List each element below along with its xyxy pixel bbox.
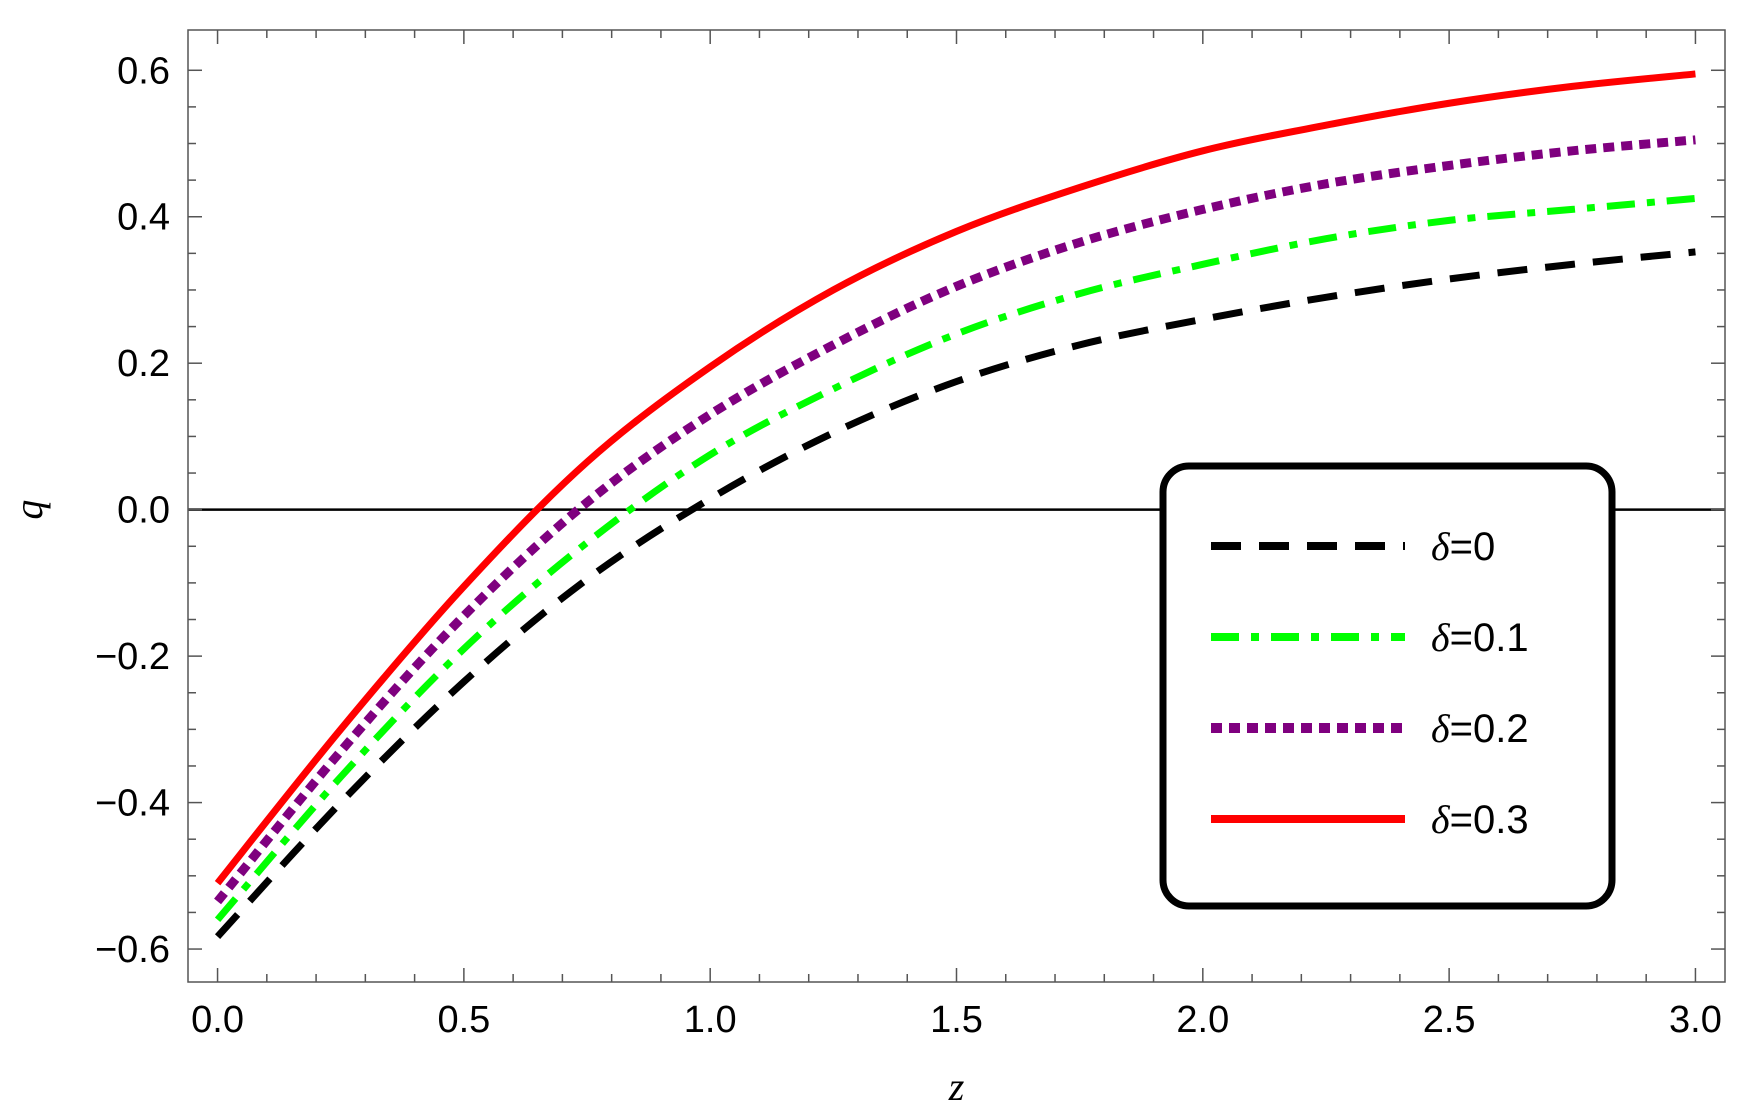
delta-symbol: δ: [1431, 706, 1451, 751]
x-tick-label: 0.5: [437, 999, 490, 1041]
series-line-3: [214, 70, 1696, 886]
legend-box: [1159, 462, 1616, 910]
y-axis-title: q: [6, 500, 51, 520]
axis-titles: z q: [6, 500, 965, 1109]
legend-label-1: δ=0.1: [1431, 615, 1529, 660]
legend-label-2: δ=0.2: [1431, 706, 1529, 751]
x-tick-label: 3.0: [1669, 999, 1722, 1041]
series-line-1: [214, 194, 1696, 923]
y-tick-label: 0.6: [117, 50, 170, 92]
legend-label-0: δ=0: [1431, 524, 1495, 569]
y-tick-label: −0.4: [95, 783, 170, 825]
x-axis-title: z: [948, 1064, 965, 1109]
axis-ticks: 0.0 0.5 1.0 1.5 2.0 2.5 3.0 −0.6 −0.4 −0.2 0.0 0.2 0…: [95, 30, 1725, 1041]
legend-value: =0.3: [1450, 798, 1529, 842]
delta-symbol: δ: [1431, 615, 1451, 660]
y-tick-label: −0.6: [95, 929, 170, 971]
legend-value: =0: [1450, 525, 1496, 569]
series-line-0: [214, 248, 1696, 939]
x-tick-label: 2.5: [1423, 999, 1476, 1041]
x-tick-label: 0.0: [191, 999, 244, 1041]
x-tick-label: 2.0: [1176, 999, 1229, 1041]
y-tick-label: −0.2: [95, 636, 170, 678]
x-tick-label: 1.0: [684, 999, 737, 1041]
legend-value: =0.2: [1450, 707, 1529, 751]
y-tick-label: 0.0: [117, 490, 170, 532]
legend-label-3: δ=0.3: [1431, 797, 1529, 842]
legend-value: =0.1: [1450, 616, 1529, 660]
y-tick-label: 0.4: [117, 197, 170, 239]
legend: δ=0δ=0.1δ=0.2δ=0.3: [1159, 462, 1616, 910]
y-tick-label: 0.2: [117, 343, 170, 385]
delta-symbol: δ: [1431, 524, 1451, 569]
series-line-2: [214, 135, 1696, 905]
x-tick-label: 1.5: [930, 999, 983, 1041]
delta-symbol: δ: [1431, 797, 1451, 842]
